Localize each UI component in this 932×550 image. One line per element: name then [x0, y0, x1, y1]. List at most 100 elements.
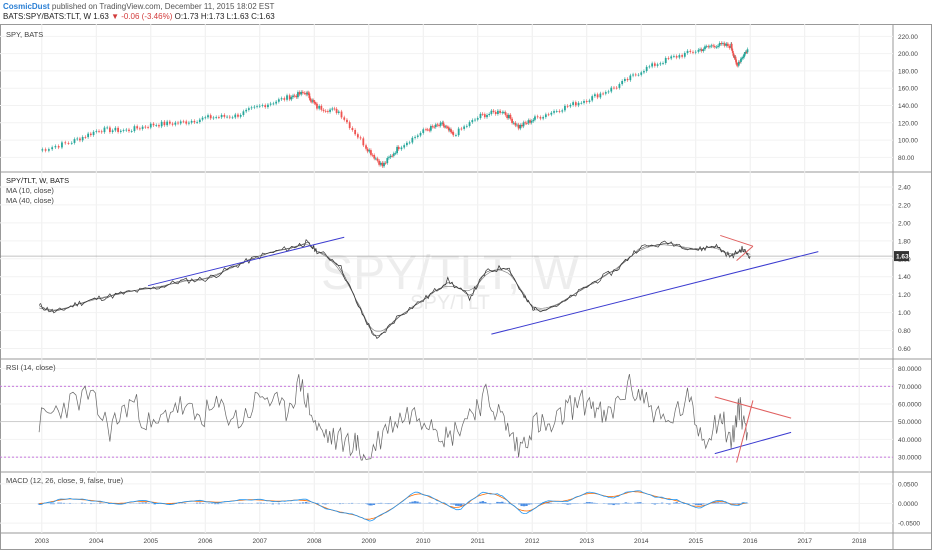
candle: [188, 122, 190, 124]
candle: [444, 126, 447, 128]
histogram-bar: [675, 502, 678, 504]
y-tick-label: 120.00: [898, 120, 918, 127]
histogram-bar: [522, 503, 526, 507]
candle: [613, 87, 615, 89]
candle: [710, 45, 713, 47]
candle: [57, 146, 60, 148]
candle: [483, 114, 486, 118]
candle: [447, 127, 450, 131]
x-tick-label: 2013: [579, 538, 594, 545]
histogram-bar: [416, 501, 419, 504]
histogram-bar: [317, 502, 320, 504]
candle: [351, 127, 354, 131]
histogram-bar: [476, 502, 480, 504]
histogram-bar: [501, 501, 504, 504]
symbol-line: BATS:SPY/BATS:TLT, W 1.63 ▼ -0.06 (-3.46…: [3, 12, 275, 21]
histogram-bar: [694, 503, 698, 505]
histogram-bar: [271, 503, 274, 505]
x-tick-label: 2007: [253, 538, 268, 545]
candle: [275, 101, 278, 104]
candle: [717, 45, 719, 47]
candle: [529, 120, 531, 123]
histogram-bar: [479, 501, 482, 504]
candle: [708, 46, 711, 48]
candle: [73, 139, 76, 143]
y-tick-label: 2.20: [898, 202, 911, 209]
trendline: [714, 431, 792, 455]
histogram-bar: [153, 503, 156, 505]
candle: [637, 74, 640, 76]
candle: [445, 126, 448, 128]
histogram-bar: [217, 503, 220, 505]
candle: [659, 63, 662, 65]
candle: [492, 110, 495, 112]
candle: [190, 120, 193, 123]
candle: [196, 122, 199, 123]
histogram-bar: [583, 502, 586, 504]
histogram-bar: [525, 503, 528, 507]
candle: [643, 71, 645, 73]
candle: [343, 117, 346, 120]
candle: [237, 114, 239, 117]
candle: [645, 66, 648, 72]
y-tick-label: 1.80: [898, 238, 911, 245]
histogram-bar: [496, 501, 499, 504]
candle: [740, 58, 742, 62]
chart-canvas[interactable]: 2003 2004 2005 2006 2007 2008 2009 2010 2011 2012…: [0, 24, 932, 550]
y-tick-label: 0.0500: [898, 481, 918, 488]
candle: [474, 119, 476, 121]
histogram-bar: [527, 503, 531, 505]
candle: [286, 95, 288, 100]
candle: [488, 113, 491, 115]
candle: [429, 126, 432, 131]
pane-title: RSI (14, close): [6, 363, 56, 372]
histogram-bar: [593, 502, 596, 504]
candle: [354, 130, 357, 135]
candle: [712, 45, 715, 47]
ratio-line: [38, 239, 751, 339]
candle: [389, 155, 392, 158]
histogram-bar: [62, 502, 66, 504]
histogram-bar: [564, 503, 567, 505]
histogram-bar: [699, 503, 703, 506]
histogram-bar: [530, 503, 533, 505]
candle: [141, 126, 144, 129]
histogram-bar: [711, 502, 715, 504]
x-tick-label: 2009: [362, 538, 377, 545]
candle: [707, 46, 710, 48]
x-tick-label: 2010: [416, 538, 431, 545]
candle: [553, 111, 555, 113]
candle: [542, 117, 545, 119]
chart-frame[interactable]: 2003 2004 2005 2006 2007 2008 2009 2010 2011 2012…: [0, 24, 932, 550]
candle: [433, 126, 436, 128]
candle: [519, 124, 522, 129]
histogram-bar: [549, 502, 552, 504]
candle: [697, 49, 700, 52]
histogram-bar: [498, 502, 502, 504]
histogram-bar: [68, 502, 72, 504]
candle: [481, 113, 484, 115]
histogram-bar: [450, 503, 453, 505]
candle: [87, 133, 90, 138]
histogram-bar: [377, 502, 380, 504]
candle: [577, 102, 580, 106]
candle: [610, 87, 613, 92]
histogram-bar: [673, 502, 676, 504]
symbol-name: BATS:SPY/BATS:TLT, W: [3, 12, 92, 21]
candle: [346, 119, 348, 123]
candle: [449, 129, 451, 131]
author-link[interactable]: CosmicDust: [3, 2, 50, 11]
candle: [536, 116, 539, 118]
candle: [422, 129, 425, 133]
candle: [465, 125, 468, 127]
histogram-bar: [610, 503, 613, 505]
candle: [400, 147, 403, 150]
histogram-bar: [304, 502, 308, 504]
histogram-bar: [141, 502, 144, 504]
candle: [290, 97, 293, 100]
candle: [514, 122, 517, 126]
candle: [149, 123, 152, 128]
candle: [155, 125, 158, 126]
candle: [64, 142, 67, 144]
candle: [694, 51, 697, 53]
